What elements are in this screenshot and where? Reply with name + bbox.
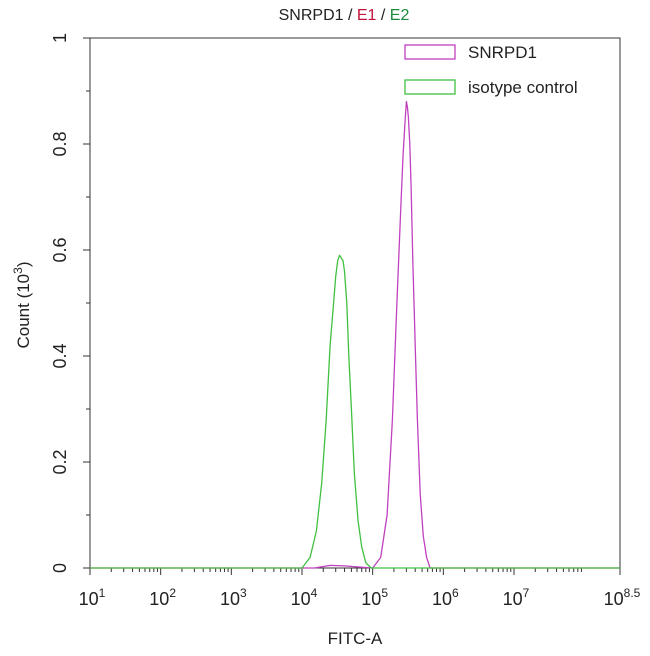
legend-swatch-1 (404, 79, 456, 95)
y-tick-label: 0.4 (50, 343, 70, 368)
series-line-0 (90, 100, 620, 569)
y-tick-label: 0.8 (50, 131, 70, 156)
title-part-0: SNRPD1 (279, 7, 344, 24)
title-part-3: / (376, 7, 389, 24)
y-tick-label: 0.2 (50, 449, 70, 474)
y-tick-label: 1 (50, 33, 70, 43)
legend: SNRPD1 isotype control (404, 43, 578, 97)
title-part-2: E1 (357, 7, 377, 24)
x-tick-label: 101 (79, 586, 106, 609)
y-axis-label: Count (103) (11, 261, 33, 348)
legend-label-1: isotype control (468, 78, 578, 97)
x-tick-label: 105 (361, 586, 388, 609)
x-axis-label: FITC-A (328, 629, 383, 648)
x-tick-label: 104 (291, 586, 318, 609)
x-tick-label: 103 (220, 586, 247, 609)
legend-swatch-0 (404, 44, 456, 60)
y-axis: 0 0.2 0.4 0.6 0.8 1 (50, 33, 90, 573)
y-tick-label: 0.6 (50, 237, 70, 262)
title-part-1: / (344, 7, 357, 24)
chart-title: SNRPD1 / E1 / E2 (279, 7, 410, 24)
x-tick-label: 108.5 (604, 586, 641, 609)
x-tick-label: 107 (503, 586, 530, 609)
title-part-4: E2 (390, 7, 410, 24)
series-line-1 (90, 254, 620, 569)
legend-label-0: SNRPD1 (468, 43, 537, 62)
series-lines (90, 100, 620, 569)
x-tick-label: 106 (432, 586, 459, 609)
y-tick-label: 0 (50, 563, 70, 573)
x-tick-label: 102 (149, 586, 176, 609)
x-axis: 101 102 103 104 105 106 107 108.5 (79, 568, 641, 609)
